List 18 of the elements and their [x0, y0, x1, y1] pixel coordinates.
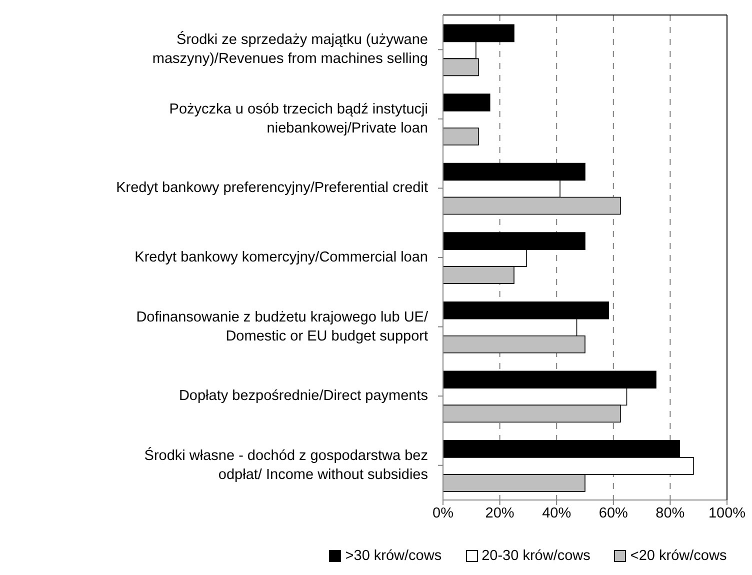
legend-label: >30 krów/cows	[345, 548, 442, 564]
y-tick-label: Pożyczka u osób trzecich bądź instytucji niebankowej/Private loan	[169, 101, 428, 136]
x-tick-label: 60%	[598, 505, 628, 522]
x-tick-label: 40%	[542, 505, 572, 522]
bar	[443, 94, 490, 112]
y-tick-label: Dofinansowanie z budżetu krajowego lub UE/ Domestic or EU budget support	[136, 309, 429, 344]
x-tick-label: 80%	[656, 505, 685, 522]
y-tick-label: Środki własne - dochód z gospodarstwa bez odpłat/ Income without subsidies	[144, 446, 428, 483]
x-tick-label: 20%	[485, 505, 514, 522]
legend-label: <20 krów/cows	[630, 548, 727, 564]
y-tick-label: Środki ze sprzedaży majątku (używane maszyny)/Revenues from machines selling	[152, 31, 428, 68]
x-tick-label: 100%	[708, 505, 746, 522]
y-tick-label: Dopłaty bezpośrednie/Direct payments	[178, 388, 428, 404]
x-tick-label: 0%	[432, 505, 454, 522]
y-tick-label: Kredyt bankowy komercyjny/Commercial loan	[134, 250, 428, 266]
y-tick-label: Kredyt bankowy preferencyjny/Preferential credit	[116, 180, 428, 196]
legend-label: 20-30 krów/cows	[482, 548, 590, 564]
bar	[443, 128, 479, 146]
